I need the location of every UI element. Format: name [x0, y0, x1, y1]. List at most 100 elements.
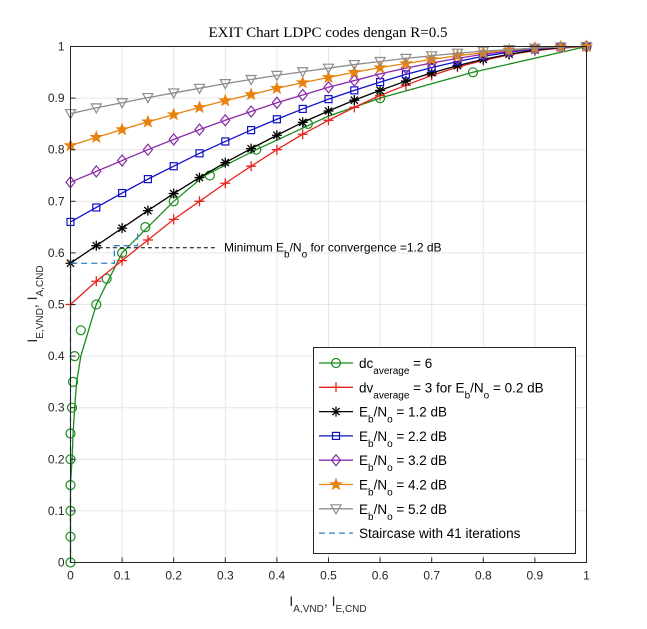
x-tick-label: 1	[583, 569, 590, 583]
point-marker	[67, 376, 79, 387]
legend-label: Eb/No = 5.2 dB	[359, 502, 447, 523]
point-marker	[218, 93, 233, 107]
point-marker	[90, 103, 103, 115]
axis-labels: IA,VND, IE,CND IE,VND, IA,CND	[24, 265, 367, 614]
x-tick-label: 0.6	[372, 569, 389, 583]
x-tick-label: 0.4	[269, 569, 286, 583]
point-marker	[221, 137, 230, 146]
point-marker	[374, 56, 387, 68]
point-marker	[347, 65, 362, 79]
point-marker	[503, 44, 516, 56]
point-marker	[115, 122, 129, 136]
legend-label: Eb/No = 2.2 dB	[359, 429, 447, 450]
y-tick-label: 0.5	[48, 298, 65, 312]
x-tick-label: 0	[67, 569, 74, 583]
point-marker	[247, 125, 256, 135]
x-tick-label: 0.9	[527, 569, 544, 583]
point-marker	[117, 223, 128, 234]
series-line	[70, 45, 587, 115]
point-marker	[245, 74, 258, 86]
point-marker	[142, 205, 153, 216]
point-marker	[195, 149, 204, 158]
point-marker	[297, 117, 308, 128]
point-marker	[297, 129, 308, 140]
point-marker	[425, 51, 438, 63]
point-marker	[89, 130, 104, 144]
point-marker	[467, 67, 479, 78]
legend: dcaverage = 6 dvaverage = 3 for Eb/No = 0…	[313, 347, 576, 554]
point-marker	[297, 88, 308, 102]
series-line	[70, 45, 587, 223]
y-tick-label: 0.2	[48, 452, 65, 466]
point-marker	[272, 115, 281, 124]
point-marker	[91, 276, 102, 287]
point-marker	[296, 67, 309, 79]
point-marker	[66, 402, 78, 413]
point-marker	[329, 504, 343, 516]
point-marker	[220, 157, 231, 168]
point-marker	[322, 63, 335, 75]
point-marker	[143, 175, 152, 184]
annotation-text: Minimum Eb/No for convergence =1.2 dB	[224, 241, 442, 260]
point-marker	[271, 130, 282, 141]
point-marker	[400, 76, 411, 87]
point-marker	[329, 477, 343, 491]
point-marker	[330, 453, 342, 467]
point-marker	[477, 46, 490, 58]
point-marker	[167, 88, 180, 100]
point-marker	[244, 87, 258, 101]
point-marker	[142, 143, 154, 157]
point-marker	[142, 235, 153, 245]
point-marker	[117, 188, 127, 198]
point-marker	[91, 299, 102, 310]
y-tick-label: 0.6	[48, 246, 65, 260]
point-marker	[194, 196, 205, 207]
legend-entry-7: Staircase with 41 iterations	[319, 526, 521, 541]
point-marker	[194, 172, 205, 183]
y-tick-label: 0.4	[48, 349, 65, 363]
legend-entry-0: dcaverage = 6	[319, 356, 432, 377]
point-marker	[193, 83, 206, 95]
point-marker	[331, 431, 341, 440]
point-marker	[331, 406, 341, 417]
point-marker	[348, 59, 361, 71]
point-marker	[245, 105, 257, 118]
point-marker	[168, 132, 179, 146]
legend-entry-1: dvaverage = 3 for Eb/No = 0.2 dB	[319, 380, 544, 401]
legend-entry-6: Eb/No = 5.2 dB	[319, 502, 447, 523]
legend-entry-2: Eb/No = 1.2 dB	[319, 405, 447, 425]
point-marker	[323, 80, 334, 94]
point-marker	[330, 357, 342, 369]
y-tick-label: 0.9	[48, 91, 65, 105]
point-marker	[451, 48, 464, 60]
legend-label: Eb/No = 4.2 dB	[359, 478, 447, 499]
legend-entry-4: Eb/No = 3.2 dB	[319, 453, 447, 474]
legend-entry-3: Eb/No = 2.2 dB	[319, 429, 447, 450]
legend-label: dcaverage = 6	[359, 356, 432, 377]
point-marker	[140, 222, 151, 233]
point-marker	[375, 85, 386, 96]
point-marker	[141, 92, 154, 104]
point-marker	[246, 161, 257, 172]
series-line	[69, 232, 139, 563]
point-marker	[220, 178, 231, 189]
series-6	[64, 41, 593, 120]
point-marker	[271, 96, 283, 110]
x-tick-label: 0.1	[114, 569, 131, 583]
point-marker	[349, 95, 360, 106]
legend-label: dvaverage = 3 for Eb/No = 0.2 dB	[359, 380, 544, 401]
point-marker	[192, 100, 207, 114]
legend-label: Eb/No = 3.2 dB	[359, 453, 447, 474]
point-marker	[427, 63, 436, 72]
legend-box	[313, 347, 576, 554]
x-tick-label: 0.7	[423, 569, 440, 583]
point-marker	[323, 115, 334, 126]
point-marker	[270, 70, 283, 82]
x-tick-label: 0.8	[475, 569, 492, 583]
point-marker	[554, 42, 567, 54]
tick-labels: 0 0.1 0.2 0.3 0.4 0.5 0.6 0.7 0.8 0.9 1 0 0.1 0.2 0.3 0…	[48, 40, 590, 583]
series-layer	[63, 39, 594, 568]
point-marker	[219, 79, 232, 90]
point-marker	[168, 188, 179, 199]
